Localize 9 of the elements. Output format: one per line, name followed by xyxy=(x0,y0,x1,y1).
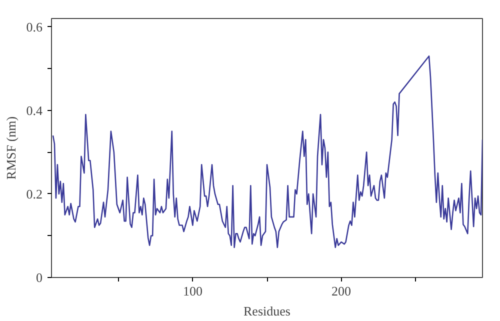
line-series xyxy=(52,55,482,248)
y-tick-label: 0.2 xyxy=(26,186,42,202)
y-tick-label: 0.4 xyxy=(26,102,43,118)
x-axis-title: Residues xyxy=(244,304,290,318)
y-axis-title: RMSF (nm) xyxy=(3,116,18,180)
x-tick-label: 200 xyxy=(332,284,352,298)
y-tick-label: 0.6 xyxy=(26,19,43,34)
y-tick-label: 0 xyxy=(36,270,42,285)
x-tick-label: 100 xyxy=(182,284,202,298)
